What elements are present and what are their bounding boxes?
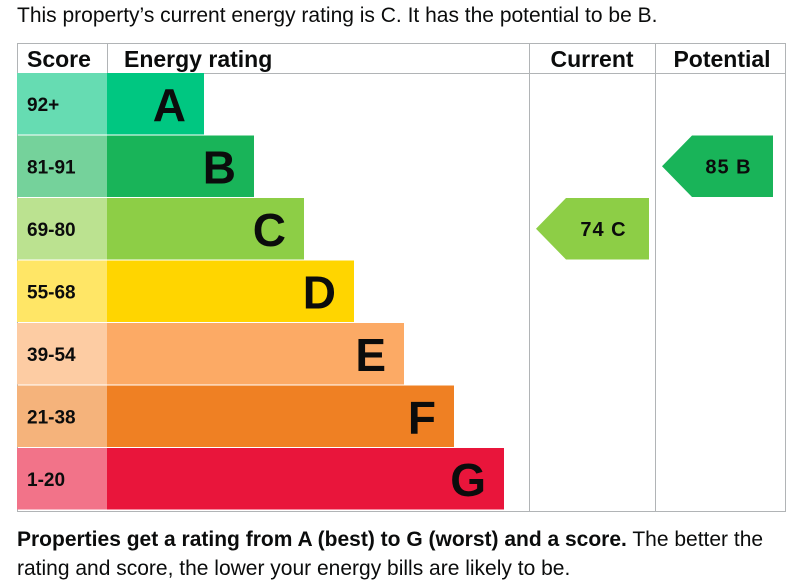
footer-rest-text: The better the rating and score, the low… bbox=[17, 528, 764, 580]
band-letter-d: D bbox=[303, 266, 336, 318]
band-letter-b: B bbox=[203, 141, 236, 193]
band-bar-e bbox=[107, 323, 404, 385]
header-current: Current bbox=[550, 46, 633, 72]
score-label-c: 69-80 bbox=[27, 220, 76, 241]
band-letter-f: F bbox=[408, 391, 436, 443]
summary-text: This property’s current energy rating is… bbox=[17, 4, 658, 27]
score-cell-b bbox=[17, 135, 107, 197]
band-bar-g bbox=[107, 448, 504, 510]
header-potential: Potential bbox=[673, 46, 770, 72]
header-energy-rating: Energy rating bbox=[124, 46, 272, 72]
band-bar-c bbox=[107, 198, 304, 260]
score-cell-f bbox=[17, 385, 107, 447]
score-cell-a bbox=[17, 73, 107, 135]
current-arrow bbox=[536, 198, 649, 260]
header-score: Score bbox=[27, 46, 91, 72]
footer-text: Properties get a rating from A (best) to… bbox=[17, 525, 787, 583]
score-label-f: 21-38 bbox=[27, 407, 76, 428]
energy-rating-chart: Score Energy rating Current Potential 92… bbox=[17, 43, 786, 512]
band-bar-b bbox=[107, 135, 254, 197]
band-letter-c: C bbox=[253, 204, 286, 256]
potential-arrow bbox=[662, 135, 773, 197]
band-letter-e: E bbox=[355, 329, 386, 381]
score-label-g: 1-20 bbox=[27, 470, 65, 491]
band-letter-g: G bbox=[450, 454, 486, 506]
score-cell-g bbox=[17, 448, 107, 510]
band-bar-f bbox=[107, 385, 454, 447]
score-label-d: 55-68 bbox=[27, 282, 76, 303]
band-bar-d bbox=[107, 260, 354, 322]
footer-strong-text: Properties get a rating from A (best) to… bbox=[17, 528, 627, 551]
score-label-a: 92+ bbox=[27, 95, 59, 116]
band-letter-a: A bbox=[153, 79, 186, 131]
score-label-e: 39-54 bbox=[27, 345, 76, 366]
band-bar-a bbox=[107, 73, 204, 135]
score-cell-d bbox=[17, 260, 107, 322]
score-label-b: 81-91 bbox=[27, 157, 76, 178]
score-cell-c bbox=[17, 198, 107, 260]
current-rating-label: 74 C bbox=[580, 219, 626, 241]
potential-rating-label: 85 B bbox=[705, 156, 751, 178]
score-cell-e bbox=[17, 323, 107, 385]
